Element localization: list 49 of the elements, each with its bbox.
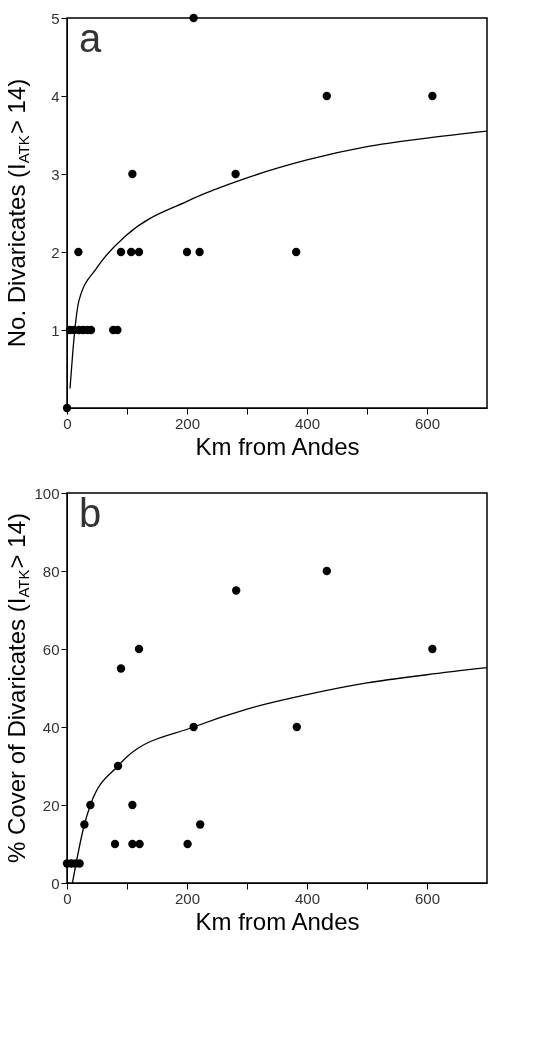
point	[232, 586, 241, 595]
y-tick-label: 60	[42, 640, 60, 658]
x-tick-label: 0	[63, 889, 72, 907]
point	[322, 91, 331, 101]
y-tick-label: 1	[51, 321, 60, 339]
point	[134, 247, 144, 257]
x-axis-title: Km from Andes	[195, 907, 360, 935]
x-tick-label: 600	[414, 889, 441, 907]
point	[127, 247, 136, 257]
point	[128, 169, 137, 179]
point	[183, 839, 192, 849]
y-axis-title: % Cover of Divaricates (IATK> 14)	[3, 513, 32, 863]
x-tick-label: 600	[414, 414, 441, 432]
x-tick-label: 400	[294, 414, 321, 432]
point	[292, 722, 301, 732]
y-tick-label: 40	[42, 718, 60, 736]
point	[182, 247, 192, 257]
y-axis-title: No. Divaricates (IATK> 14)	[3, 78, 32, 348]
y-tick-label: 4	[51, 87, 60, 105]
point	[116, 247, 126, 257]
point	[322, 566, 331, 576]
y-tick-label: 80	[42, 562, 60, 580]
y-tick-label: 5	[51, 9, 60, 27]
y-tick-label: 2	[51, 243, 60, 261]
point	[196, 820, 205, 829]
point	[116, 664, 126, 673]
annotation: b	[79, 491, 102, 535]
point	[428, 91, 437, 101]
point	[135, 839, 144, 849]
point	[428, 644, 437, 654]
point	[189, 13, 198, 23]
point	[74, 247, 83, 257]
y-tick-label: 3	[51, 165, 60, 183]
point	[195, 247, 204, 257]
x-tick-label: 200	[174, 414, 201, 432]
x-tick-label: 200	[174, 889, 201, 907]
point	[292, 247, 301, 257]
x-tick-label: 400	[294, 889, 321, 907]
point	[134, 644, 144, 654]
annotation: a	[79, 16, 102, 60]
y-tick-label: 100	[34, 484, 60, 502]
x-axis-title: Km from Andes	[195, 432, 360, 460]
y-tick-label: 0	[51, 874, 60, 892]
point	[110, 839, 120, 849]
point	[128, 839, 137, 849]
point	[128, 800, 137, 810]
x-tick-label: 0	[63, 414, 72, 432]
y-tick-label: 20	[42, 796, 60, 814]
point	[231, 169, 240, 179]
